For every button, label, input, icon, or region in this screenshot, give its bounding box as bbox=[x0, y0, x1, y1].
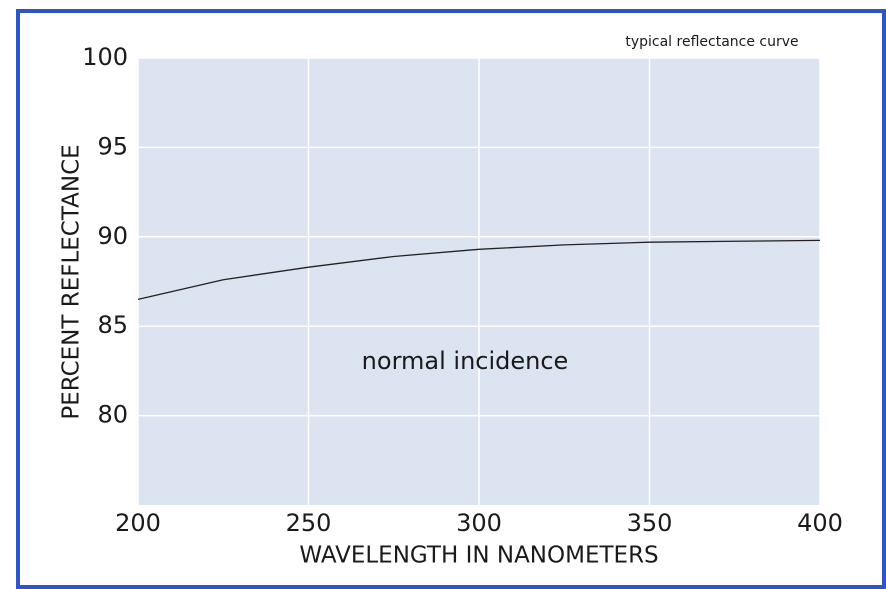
y-tick-label: 90 bbox=[97, 222, 128, 250]
y-tick-label: 80 bbox=[97, 401, 128, 429]
x-tick-label: 250 bbox=[286, 509, 332, 537]
y-tick-label: 100 bbox=[82, 43, 128, 71]
y-axis-label: PERCENT REFLECTANCE bbox=[59, 144, 85, 419]
annotation: normal incidence bbox=[362, 347, 569, 375]
annotation: typical reflectance curve bbox=[625, 34, 798, 50]
x-tick-label: 350 bbox=[627, 509, 673, 537]
line bbox=[137, 239, 821, 301]
x-tick-label: 200 bbox=[115, 509, 161, 537]
x-tick-label: 300 bbox=[456, 509, 502, 537]
y-tick-label: 95 bbox=[97, 132, 128, 160]
y-tick-label: 85 bbox=[97, 311, 128, 339]
x-tick-label: 400 bbox=[797, 509, 843, 537]
x-axis-label: WAVELENGTH IN NANOMETERS bbox=[299, 543, 658, 569]
